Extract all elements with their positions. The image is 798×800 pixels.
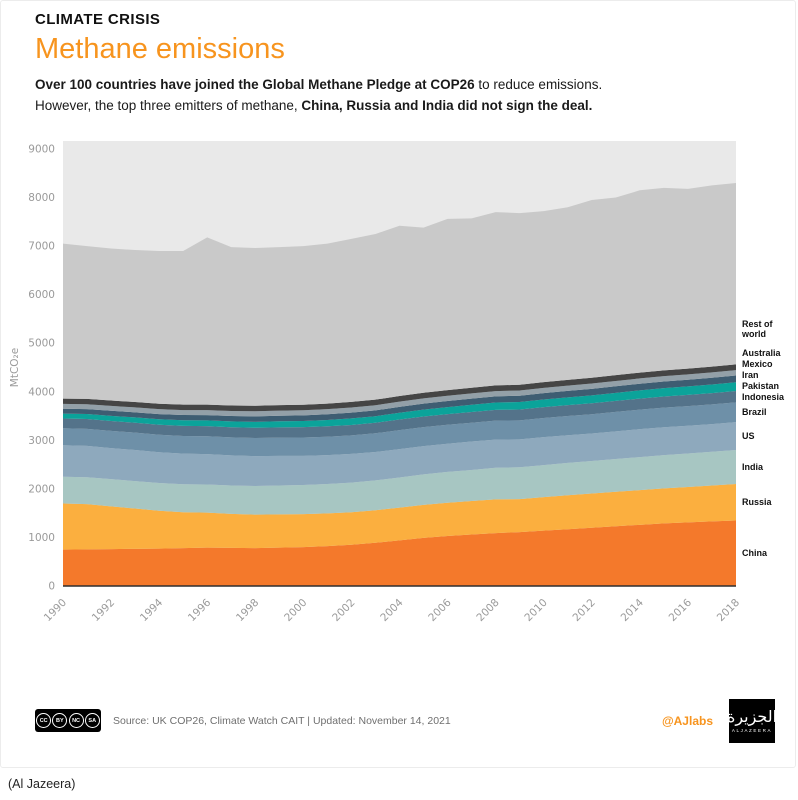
svg-text:8000: 8000 [28,192,55,204]
cc-by-icon: BY [52,713,68,729]
svg-text:3000: 3000 [28,435,55,447]
svg-text:2012: 2012 [571,596,598,623]
svg-text:2016: 2016 [667,596,695,624]
svg-text:1996: 1996 [186,596,214,624]
ajlabs-credit: @AJlabs [661,713,713,728]
cc-nc-icon: NC [68,713,84,729]
area-china [63,520,736,586]
area-russia [63,483,736,550]
svg-text:1994: 1994 [138,596,166,624]
methane-chart: 0 1000 2000 3000 4000 5000 6000 7000 8000 9000 199… [1,131,795,639]
svg-text:2008: 2008 [474,596,501,623]
area-indonesia [63,390,736,438]
svg-text:1998: 1998 [234,596,261,623]
area-iran [63,375,736,422]
description-segment: However, the top three emitters of metha… [35,97,302,113]
description-line: However, the top three emitters of metha… [35,96,759,117]
footer: CC BY NC SA Source: UK COP26, Climate Watch… [1,698,795,743]
description: Over 100 countries have joined the Globa… [35,75,759,117]
chart-canvas: 0 1000 2000 3000 4000 5000 6000 7000 8000 9000 199… [9,140,742,624]
infographic: CLIMATE CRISIS Methane emissions Over 10… [0,0,796,768]
area-us [63,421,736,486]
aljazeera-logo-text: ALJAZEERA [731,727,773,733]
area-australia [63,364,736,412]
description-line: Over 100 countries have joined the Globa… [35,75,759,96]
svg-text:2000: 2000 [28,483,55,495]
svg-text:2010: 2010 [522,596,549,623]
svg-text:2014: 2014 [619,596,647,624]
aljazeera-logo-arabic: الجزيرة [726,706,778,726]
area-india [63,449,736,515]
source-text: Source: UK COP26, Climate Watch CAIT | U… [113,714,451,727]
svg-text:2000: 2000 [282,596,309,623]
svg-text:2006: 2006 [426,596,454,624]
svg-text:2002: 2002 [330,596,357,623]
page-title: Methane emissions [35,33,285,65]
svg-text:4000: 4000 [28,386,55,398]
svg-text:1990: 1990 [42,596,69,623]
y-axis: 0 1000 2000 3000 4000 5000 6000 7000 8000 9000 [28,143,55,592]
stacked-areas [63,182,736,586]
description-segment: to reduce emissions. [474,77,603,92]
svg-text:7000: 7000 [28,240,55,252]
description-segment: China, Russia and India did not sign the… [301,97,593,113]
svg-text:2018: 2018 [715,596,742,623]
x-axis: 1990 1992 1994 1996 1998 2000 2002 2004 2006 2008… [42,596,742,624]
svg-text:2004: 2004 [378,596,406,624]
svg-text:9000: 9000 [28,143,55,155]
image-caption: (Al Jazeera) [8,777,76,791]
aljazeera-logo: الجزيرة ALJAZEERA [726,698,778,743]
y-axis-title: MtCO₂e [9,348,21,387]
area-pakistan [63,382,736,428]
header: CLIMATE CRISIS Methane emissions Over 10… [1,1,795,117]
svg-text:6000: 6000 [28,289,55,301]
area-brazil [63,402,736,456]
area-rest-of-world [63,182,736,406]
description-segment: Over 100 countries have joined the Globa… [35,77,475,92]
area-mexico [63,370,736,417]
kicker: CLIMATE CRISIS [35,11,161,28]
cc-license-badge: CC BY NC SA [35,709,101,733]
cc-sa-icon: SA [84,713,100,729]
svg-text:5000: 5000 [28,338,55,350]
svg-text:0: 0 [48,580,55,592]
svg-text:1992: 1992 [90,596,117,623]
cc-cc-icon: CC [36,713,52,729]
svg-text:1000: 1000 [28,532,55,544]
